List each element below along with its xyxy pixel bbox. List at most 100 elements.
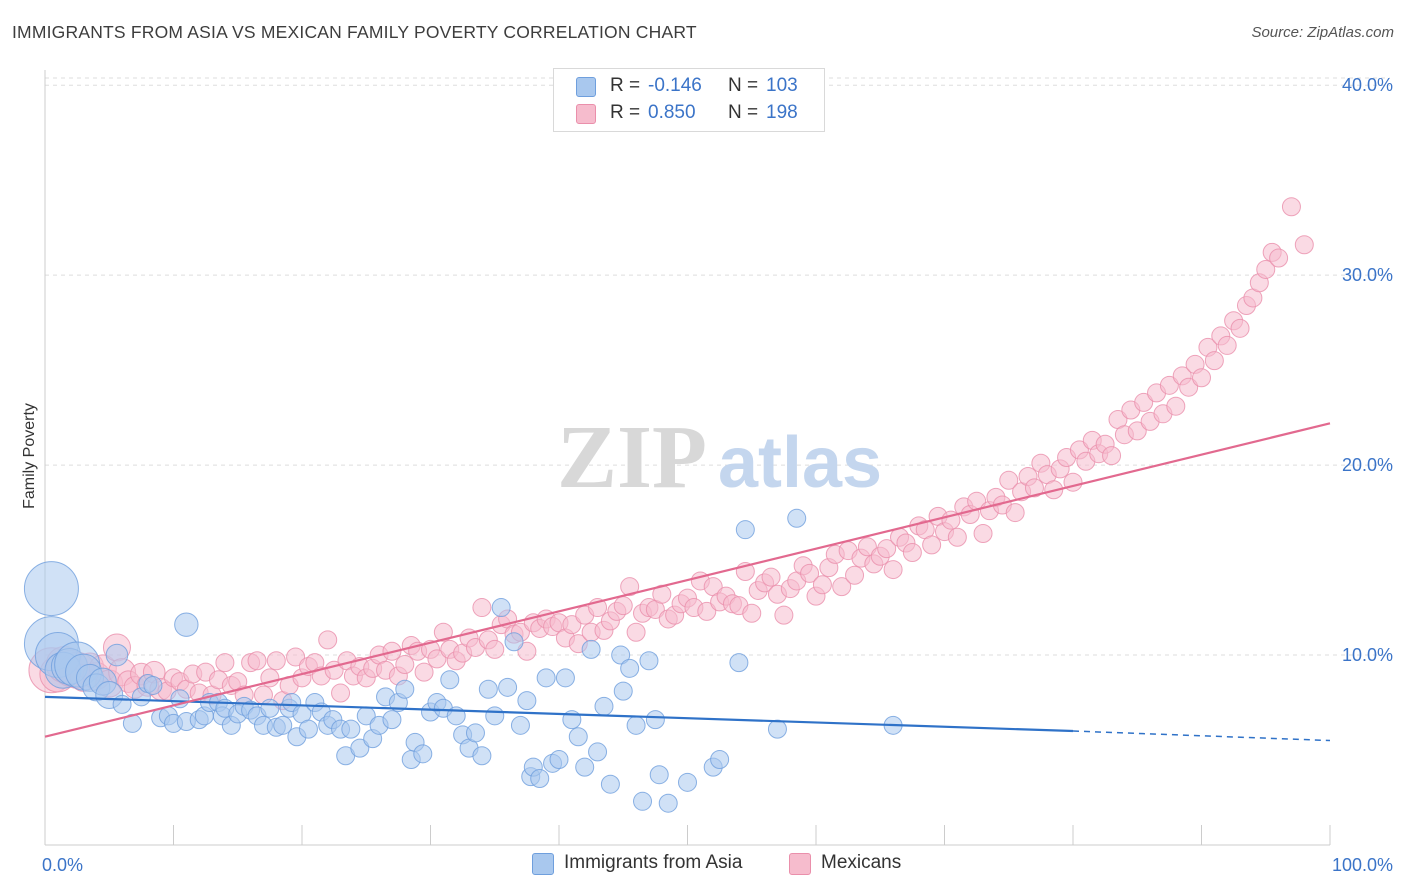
mexicans-point <box>999 470 1019 490</box>
mexicans-point <box>485 639 505 659</box>
asia-point <box>498 677 518 697</box>
asia-point <box>633 791 653 811</box>
legend-n-label: N = <box>728 75 759 96</box>
mexicans-point <box>774 605 794 625</box>
asia-point <box>588 742 608 762</box>
mexicans-point <box>1159 375 1179 395</box>
asia-point <box>645 710 665 730</box>
y-tick-label: 40.0% <box>1342 75 1393 95</box>
asia-point <box>536 668 556 688</box>
asia-point <box>658 793 678 813</box>
asia-trend-line <box>44 695 1074 733</box>
mexicans-point <box>883 560 903 580</box>
mexicans-point <box>626 622 646 642</box>
x-tick-label: 0.0% <box>42 855 83 875</box>
mexicans-point <box>832 577 852 597</box>
legend-r-value: -0.146 <box>648 75 702 96</box>
x-tick-label: 100.0% <box>1332 855 1393 875</box>
asia-point <box>341 719 361 739</box>
mexicans-point <box>973 523 993 543</box>
asia-point <box>465 723 485 743</box>
asia-point <box>350 738 370 758</box>
mexicans-trend-line <box>44 422 1331 738</box>
legend-r-label: R = <box>610 75 641 96</box>
asia-point <box>581 639 601 659</box>
y-tick-label: 10.0% <box>1342 645 1393 665</box>
mexicans-point <box>472 598 492 618</box>
mexicans-point <box>922 535 942 555</box>
trend-lines <box>44 422 1331 742</box>
asia-point <box>649 765 669 785</box>
mexicans-point <box>1102 446 1122 466</box>
mexicans-point <box>1204 351 1224 371</box>
asia-point <box>517 691 537 711</box>
asia-point <box>600 774 620 794</box>
mexicans-point <box>562 615 582 635</box>
mexicans-point <box>845 565 865 585</box>
mexicans-point <box>812 575 832 595</box>
mexicans-point <box>331 683 351 703</box>
asia-point <box>174 612 199 637</box>
mexicans-swatch-icon <box>576 104 596 124</box>
asia-point <box>273 715 293 735</box>
asia-point <box>530 769 550 789</box>
asia-point <box>710 750 730 770</box>
mexicans-legend-icon <box>789 853 811 875</box>
asia-point <box>504 632 524 652</box>
tick-labels: 10.0% 20.0% 30.0% 40.0% 0.0% 100.0% <box>42 75 1393 875</box>
asia-point <box>478 679 498 699</box>
asia-point <box>611 645 631 665</box>
asia-legend-icon <box>532 853 554 875</box>
asia-point <box>298 719 318 739</box>
asia-point <box>143 675 163 695</box>
mexicans-point <box>1166 396 1186 416</box>
asia-point <box>735 520 755 540</box>
mexicans-point <box>613 596 633 616</box>
mexicans-point <box>947 527 967 547</box>
y-tick-label: 30.0% <box>1342 265 1393 285</box>
mexicans-point <box>395 655 415 675</box>
mexicans-point <box>1230 318 1250 338</box>
legend-n-value: 103 <box>766 75 798 96</box>
mexicans-point <box>800 563 820 583</box>
watermark-zip: ZIP <box>557 408 707 507</box>
asia-point <box>440 670 460 690</box>
asia-point <box>620 658 640 678</box>
mexicans-point <box>620 577 640 597</box>
mexicans-point <box>433 622 453 642</box>
mexicans-point <box>1005 503 1025 523</box>
legend-r-value: 0.850 <box>648 102 696 123</box>
asia-point <box>491 598 511 618</box>
asia-point <box>510 715 530 735</box>
legend-n-value: 198 <box>766 102 798 123</box>
asia-point <box>568 727 588 747</box>
y-axis-label: Family Poverty <box>21 403 38 509</box>
asia-point <box>260 698 280 718</box>
mexicans-point <box>427 649 447 669</box>
asia-point <box>678 772 697 792</box>
asia-points <box>23 508 903 813</box>
mexicans-point <box>215 653 235 673</box>
asia-point <box>485 706 505 726</box>
asia-point <box>626 715 646 735</box>
mexicans-point <box>902 542 922 562</box>
mexicans-point <box>1179 377 1199 397</box>
mexicans-point <box>1024 478 1044 498</box>
asia-point <box>575 757 595 777</box>
asia-point <box>382 710 402 730</box>
mexicans-point <box>1281 197 1301 217</box>
mexicans-point <box>414 662 434 682</box>
axes <box>44 70 1331 846</box>
asia-legend-label: Immigrants from Asia <box>564 852 743 873</box>
mexicans-point <box>697 601 717 621</box>
mexicans-point <box>517 641 537 661</box>
asia-point <box>23 561 79 617</box>
mexicans-point <box>247 651 267 671</box>
asia-point <box>555 668 575 688</box>
y-tick-label: 20.0% <box>1342 455 1393 475</box>
mexicans-point <box>286 647 306 667</box>
mexicans-point <box>1294 235 1314 255</box>
asia-point <box>413 744 433 764</box>
mexicans-point <box>318 630 338 650</box>
